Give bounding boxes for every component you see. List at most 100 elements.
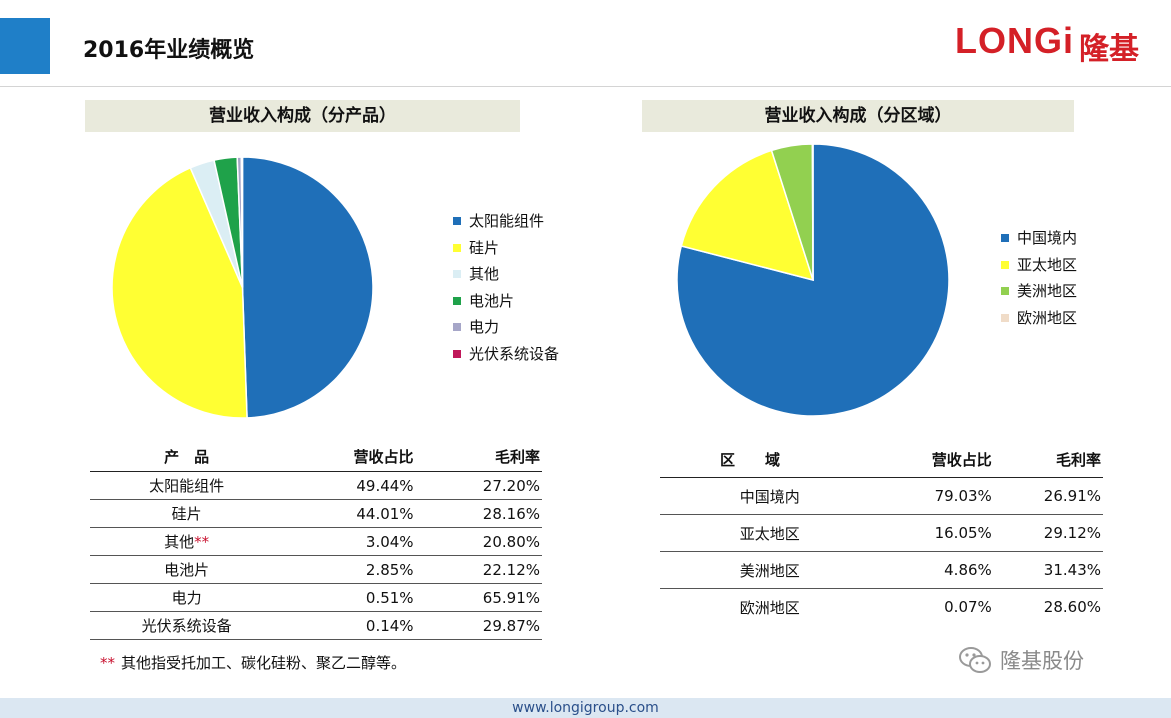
product-legend-item: 其他 <box>453 261 559 288</box>
region-legend-item: 中国境内 <box>1001 225 1077 252</box>
region-name: 美洲地区 <box>660 551 880 589</box>
product-legend-item: 光伏系统设备 <box>453 341 559 368</box>
table-row: 太阳能组件 49.44% 27.20% <box>90 471 542 500</box>
region-legend-item: 亚太地区 <box>1001 252 1077 279</box>
footnote-text: 其他指受托加工、碳化硅粉、聚乙二醇等。 <box>121 654 407 672</box>
product-name-cell: 其他** <box>90 527 284 556</box>
product-name: 电力 <box>90 583 284 612</box>
page-title: 2016年业绩概览 <box>83 38 255 63</box>
table-row: 亚太地区 16.05% 29.12% <box>660 514 1103 552</box>
product-name: 光伏系统设备 <box>90 611 284 640</box>
product-share: 0.14% <box>283 611 416 640</box>
col-header-product: 产 品 <box>90 441 284 472</box>
legend-label: 亚太地区 <box>1017 255 1078 274</box>
legend-swatch <box>453 217 461 226</box>
legend-swatch <box>453 323 461 332</box>
legend-label: 硅片 <box>469 238 500 257</box>
legend-swatch <box>453 243 461 252</box>
product-section-header: 营业收入构成（分产品） <box>85 100 520 132</box>
table-row: 电力 0.51% 65.91% <box>90 583 542 612</box>
region-share: 4.86% <box>879 551 994 589</box>
region-margin: 26.91% <box>993 477 1103 515</box>
product-legend-item: 太阳能组件 <box>453 208 559 235</box>
product-share: 2.85% <box>283 555 416 584</box>
footnote-marker: ** <box>100 654 115 672</box>
product-share: 49.44% <box>283 471 416 500</box>
table-row: 欧洲地区 0.07% 28.60% <box>660 589 1103 626</box>
product-legend: 太阳能组件硅片其他电池片电力光伏系统设备 <box>453 208 559 367</box>
pie-slice-product-5 <box>240 156 244 288</box>
legend-swatch <box>1001 287 1009 296</box>
legend-label: 光伏系统设备 <box>469 344 560 363</box>
region-name: 欧洲地区 <box>739 598 800 617</box>
footer-bar <box>0 698 1171 718</box>
legend-swatch <box>453 270 461 279</box>
table-row: 光伏系统设备 0.14% 29.87% <box>90 611 542 640</box>
product-margin: 20.80% <box>415 527 542 556</box>
footnote-marker: ** <box>194 533 210 551</box>
region-legend: 中国境内亚太地区美洲地区欧洲地区 <box>1001 225 1077 331</box>
wechat-icon <box>959 647 991 673</box>
region-pie-chart <box>676 143 950 417</box>
legend-swatch <box>1001 234 1009 243</box>
product-margin: 22.12% <box>415 555 542 584</box>
legend-label: 电池片 <box>469 291 515 310</box>
col-header-region: 区 域 <box>660 442 880 478</box>
longi-logo: LONGi 隆基 <box>955 18 1160 67</box>
legend-swatch <box>453 349 461 358</box>
pie-slice-region-1 <box>680 149 815 282</box>
product-legend-item: 电力 <box>453 314 559 341</box>
region-share: 0.07% <box>944 598 992 616</box>
region-share: 79.03% <box>879 477 994 515</box>
product-share: 0.51% <box>283 583 416 612</box>
product-pie-chart <box>111 156 374 419</box>
table-row: 中国境内 79.03% 26.91% <box>660 477 1103 515</box>
product-share: 3.04% <box>283 527 416 556</box>
product-margin: 28.16% <box>415 499 542 528</box>
region-name: 亚太地区 <box>660 514 880 552</box>
product-margin: 29.87% <box>415 611 542 640</box>
region-name: 中国境内 <box>660 477 880 515</box>
wechat-badge: 隆基股份 <box>958 645 1084 675</box>
pie-slice-product-0 <box>241 156 374 419</box>
accent-block <box>0 18 50 74</box>
table-row: 其他** 3.04% 20.80% <box>90 527 542 556</box>
product-name: 电池片 <box>90 555 284 584</box>
legend-label: 中国境内 <box>1017 229 1078 247</box>
table-header-row: 产 品 营收占比 毛利率 <box>90 441 542 472</box>
region-margin: 31.43% <box>993 551 1103 589</box>
logo-cn-text: 隆基 <box>1079 32 1139 67</box>
pie-slice-product-1 <box>111 166 248 419</box>
legend-label: 欧洲地区 <box>1017 308 1078 327</box>
legend-swatch <box>1001 313 1009 322</box>
region-legend-item: 欧洲地区 <box>1001 305 1077 332</box>
logo-text: LONGi <box>955 20 1074 61</box>
col-header-share: 营收占比 <box>879 442 994 478</box>
legend-swatch <box>453 296 461 305</box>
region-legend-item: 美洲地区 <box>1001 278 1077 305</box>
product-name: 太阳能组件 <box>90 471 284 500</box>
table-header-row: 区 域 营收占比 毛利率 <box>660 442 1103 478</box>
col-header-margin: 毛利率 <box>993 442 1103 478</box>
wechat-account-name: 隆基股份 <box>1000 649 1084 673</box>
footnote: ** 其他指受托加工、碳化硅粉、聚乙二醇等。 <box>100 652 406 673</box>
legend-label: 电力 <box>469 318 500 336</box>
region-table: 区 域 营收占比 毛利率 中国境内 79.03% 26.91% 亚太地区 16.… <box>660 442 1103 625</box>
col-header-margin: 毛利率 <box>415 441 542 472</box>
pie-slice-region-3 <box>811 143 814 281</box>
region-margin: 29.12% <box>993 514 1103 552</box>
product-legend-item: 电池片 <box>453 288 559 315</box>
region-share: 16.05% <box>879 514 994 552</box>
product-table: 产 品 营收占比 毛利率 太阳能组件 49.44% 27.20% 硅片 44.0… <box>90 441 542 640</box>
region-section-header: 营业收入构成（分区域） <box>642 100 1074 132</box>
col-header-share: 营收占比 <box>283 441 416 472</box>
table-row: 硅片 44.01% 28.16% <box>90 499 542 528</box>
table-row: 电池片 2.85% 22.12% <box>90 555 542 584</box>
legend-label: 美洲地区 <box>1017 282 1078 300</box>
legend-label: 其他 <box>469 265 500 283</box>
legend-swatch <box>1001 260 1009 269</box>
product-name: 硅片 <box>90 499 284 528</box>
product-share: 44.01% <box>283 499 416 528</box>
footer-url: www.longigroup.com <box>512 700 659 716</box>
product-name: 其他 <box>164 533 195 551</box>
